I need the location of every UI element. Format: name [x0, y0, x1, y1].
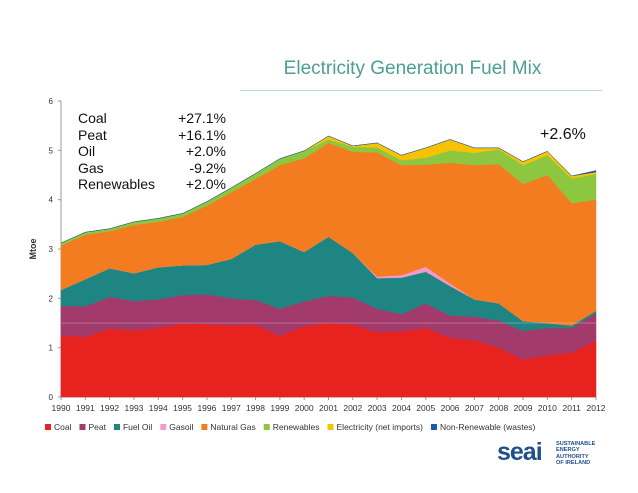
logo-subtitle: SUSTAINABLE ENERGY AUTHORITY OF IRELAND [556, 441, 596, 466]
change-fuel-name: Gas [78, 159, 104, 176]
title-divider [240, 90, 602, 91]
legend-label: Natural Gas [210, 422, 255, 432]
x-tick-label: 1997 [222, 403, 241, 413]
y-tick-label: 0 [49, 393, 54, 402]
x-tick-label: 2010 [538, 403, 557, 413]
legend-swatch [430, 424, 437, 430]
x-tick-label: 2005 [416, 403, 435, 413]
y-tick-label: 1 [49, 344, 54, 353]
legend-label: Non-Renewable (wastes) [440, 422, 536, 432]
x-tick-label: 1990 [52, 403, 71, 413]
legend-swatch [263, 424, 270, 430]
x-tick-label: 2009 [514, 403, 533, 413]
x-tick-label: 1992 [100, 403, 119, 413]
x-tick-label: 2004 [392, 403, 411, 413]
change-value: +27.1% [178, 110, 226, 126]
x-tick-label: 2006 [441, 403, 460, 413]
x-tick-label: 2007 [465, 403, 484, 413]
change-row: Coal +27.1% [78, 110, 226, 127]
y-tick-label: 6 [49, 97, 54, 106]
series-area-non-renewable-wastes- [60, 135, 597, 244]
legend-label: Coal [54, 422, 72, 432]
change-row: Peat +16.1% [78, 127, 226, 144]
x-tick-label: 1998 [246, 403, 265, 413]
legend-label: Renewables [273, 422, 320, 432]
change-row: Renewables +2.0% [78, 176, 226, 193]
change-fuel-name: Coal [78, 110, 107, 126]
x-tick-label: 2002 [343, 403, 362, 413]
x-tick-label: 1999 [270, 403, 289, 413]
x-tick-label: 2001 [319, 403, 338, 413]
change-fuel-name: Peat [78, 126, 107, 143]
change-value: -9.2% [189, 159, 226, 176]
x-tick-label: 1996 [197, 403, 216, 413]
x-tick-label: 1994 [149, 403, 168, 413]
x-tick-label: 2008 [489, 403, 508, 413]
change-row: Oil +2.0% [78, 143, 226, 160]
x-tick-label: 2012 [587, 403, 606, 413]
y-tick-label: 5 [49, 146, 54, 155]
x-tick-label: 2003 [368, 403, 387, 413]
y-tick-label: 4 [49, 196, 54, 205]
slide-title: Electricity Generation Fuel Mix [283, 58, 542, 79]
logo-wordmark: seai [497, 438, 543, 466]
legend-swatch [45, 424, 51, 430]
seai-logo: seai SUSTAINABLE ENERGY AUTHORITY OF IRELA… [497, 434, 607, 468]
y-tick-label: 3 [49, 245, 54, 254]
change-value: +2.0% [185, 143, 226, 159]
x-tick-label: 2000 [295, 403, 314, 413]
y-tick-label: 2 [49, 294, 54, 303]
legend-label: Peat [88, 422, 106, 432]
legend-swatch [79, 424, 86, 430]
legend-swatch [327, 424, 334, 430]
legend-label: Electricity (net imports) [337, 422, 424, 432]
x-tick-label: 1991 [76, 403, 95, 413]
legend-swatch [113, 424, 120, 430]
change-table: Coal +27.1% Peat +16.1% Oil +2.0% Gas -9.2% Rene… [78, 110, 226, 193]
legend-swatch [160, 424, 167, 430]
change-value: +16.1% [178, 126, 226, 143]
total-change-label: +2.6% [540, 126, 586, 143]
legend-label: Fuel Oil [123, 422, 152, 432]
change-row: Gas -9.2% [78, 160, 226, 177]
x-tick-label: 1993 [124, 403, 143, 413]
change-fuel-name: Oil [78, 143, 96, 159]
change-value: +2.0% [185, 176, 226, 192]
legend-swatch [201, 424, 208, 430]
x-tick-label: 1995 [173, 403, 192, 413]
y-axis-label: Mtoe [28, 239, 38, 260]
change-fuel-name: Renewables [78, 176, 156, 192]
legend-label: Gasoil [169, 422, 193, 432]
x-tick-label: 2011 [563, 403, 582, 413]
